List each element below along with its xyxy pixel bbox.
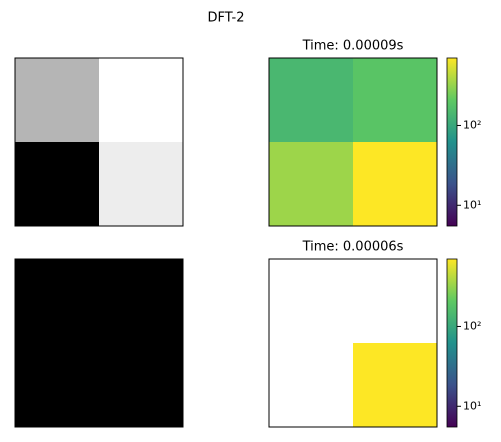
- cell: [15, 259, 100, 344]
- cell: [269, 259, 354, 344]
- cell: [353, 343, 438, 428]
- frame: [14, 258, 184, 428]
- cell: [15, 142, 100, 227]
- cell: [269, 142, 354, 227]
- frame: [14, 57, 184, 227]
- colorbar: [446, 57, 458, 227]
- panel-title: Time: 0.00006s: [302, 240, 404, 255]
- cell: [269, 343, 354, 428]
- frame: [268, 258, 438, 428]
- cell: [269, 58, 354, 143]
- cell: [15, 343, 100, 428]
- colorbar-tick-label: 10¹: [463, 198, 481, 211]
- cell: [15, 58, 100, 143]
- cell: [99, 58, 184, 143]
- colorbar: [446, 258, 458, 428]
- figure-title: DFT-2: [208, 11, 245, 26]
- cell: [353, 259, 438, 344]
- cell: [99, 259, 184, 344]
- cell: [99, 343, 184, 428]
- frame: [268, 57, 438, 227]
- cell: [353, 142, 438, 227]
- panel-title: Time: 0.00009s: [302, 39, 404, 54]
- colorbar-tick-label: 10²: [463, 319, 481, 332]
- cell: [99, 142, 184, 227]
- cell: [353, 58, 438, 143]
- colorbar-tick-label: 10²: [463, 118, 481, 131]
- colorbar-tick-label: 10¹: [463, 399, 481, 412]
